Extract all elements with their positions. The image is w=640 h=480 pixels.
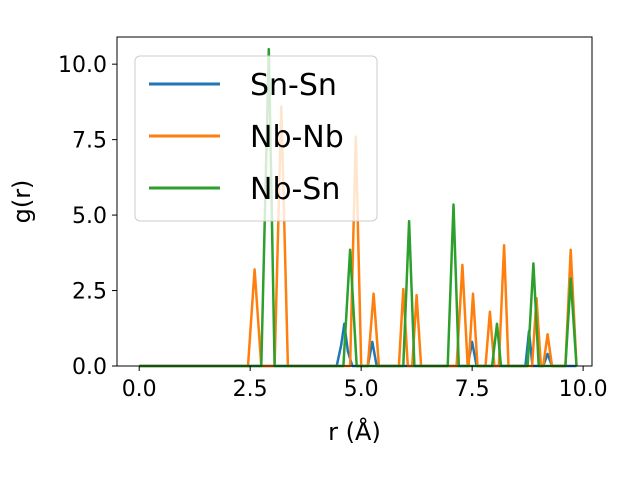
x-axis-label: r (Å) [328,417,381,446]
legend-box [134,55,378,222]
x-tick-label: 0.0 [122,377,157,402]
y-tick-label: 10.0 [58,53,107,78]
legend-label-sn-sn: Sn-Sn [250,68,337,103]
x-tick-label: 2.5 [233,377,268,402]
y-axis: 0.0 2.5 5.0 7.5 10.0 [58,53,117,380]
legend: Sn-Sn Nb-Nb Nb-Sn [134,55,378,222]
series-line-sn-sn [139,322,577,368]
x-tick-label: 7.5 [455,377,490,402]
axes-frame [116,36,593,367]
y-tick-label: 5.0 [72,204,107,229]
y-axis-label: g(r) [8,180,36,224]
x-tick-label: 5.0 [344,377,379,402]
y-tick-label: 7.5 [72,129,107,154]
y-tick-label: 0.0 [72,355,107,380]
x-axis: 0.0 2.5 5.0 7.5 10.0 [122,366,608,402]
legend-label-nb-sn: Nb-Sn [250,172,340,207]
y-tick-label: 2.5 [72,280,107,305]
legend-label-nb-nb: Nb-Nb [250,120,344,155]
x-tick-label: 10.0 [559,377,608,402]
